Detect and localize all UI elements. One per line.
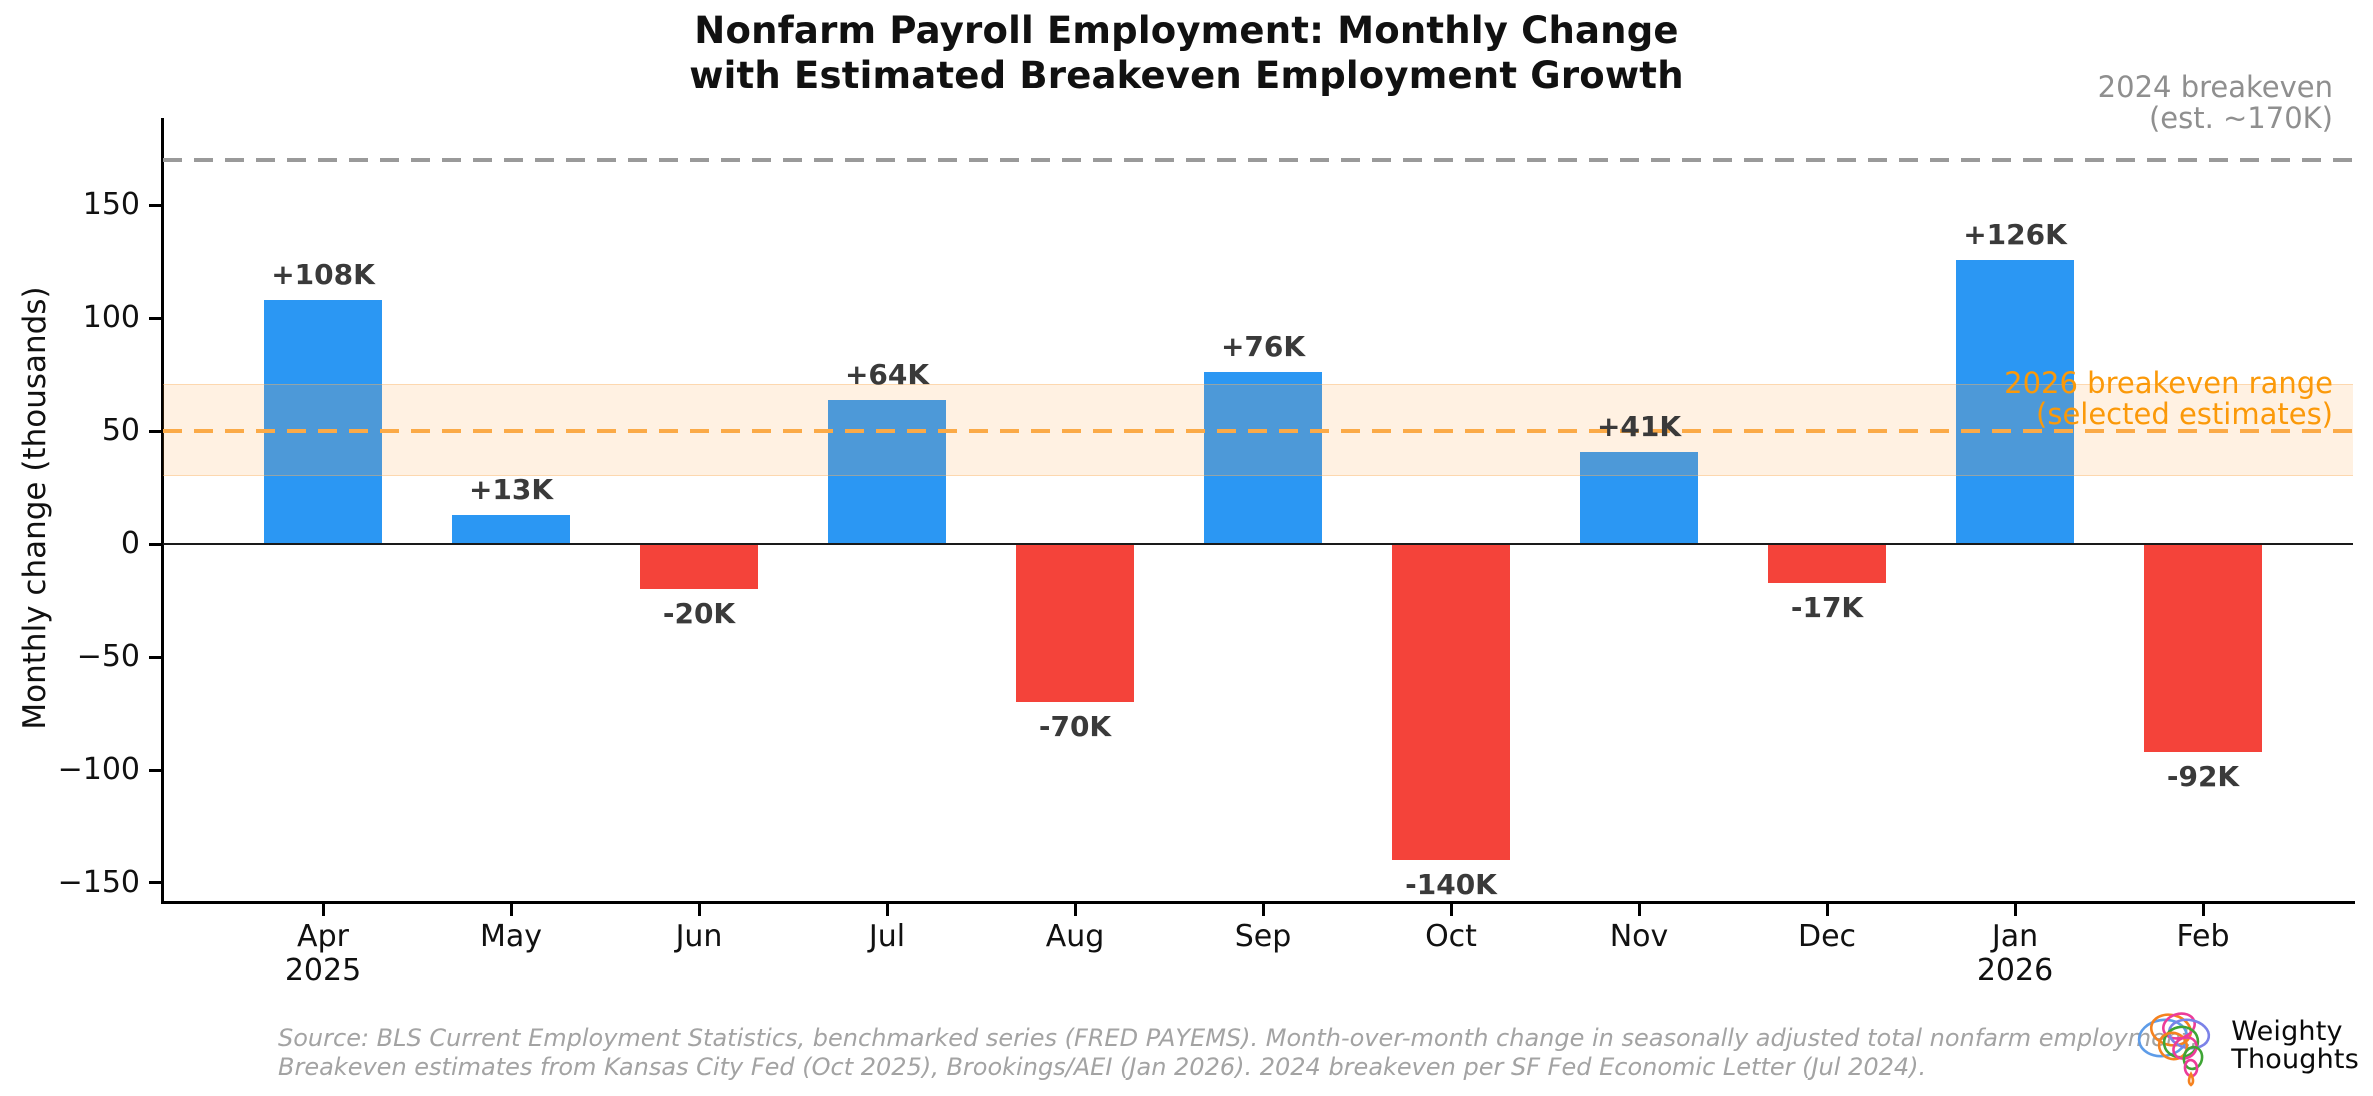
y-tick-label: −100 xyxy=(57,752,140,787)
bar-may xyxy=(452,514,570,545)
chart-title: Nonfarm Payroll Employment: Monthly Chan… xyxy=(0,8,2373,98)
y-tick-label: 150 xyxy=(82,187,140,223)
x-tick-label: Jun xyxy=(675,919,723,954)
x-tick-mark xyxy=(509,903,513,916)
x-tick-label: Feb xyxy=(2176,919,2230,954)
x-tick-mark xyxy=(1261,903,1265,916)
bar-nov xyxy=(1580,451,1698,545)
source-note: Source: BLS Current Employment Statistic… xyxy=(278,1024,2198,1082)
source-note-line2: Breakeven estimates from Kansas City Fed… xyxy=(278,1053,1927,1081)
scribble-brain-icon xyxy=(2138,1012,2211,1087)
annotation-2026-breakeven-range: 2026 breakeven range (selected estimates… xyxy=(2004,368,2333,430)
x-tick-mark xyxy=(885,903,889,916)
y-tick-label: −50 xyxy=(76,639,140,675)
x-tick-label: Dec xyxy=(1797,919,1857,954)
annotation-2024-line1: 2024 breakeven xyxy=(2097,70,2333,104)
x-tick-label: Sep xyxy=(1234,919,1292,954)
chart-title-line1: Nonfarm Payroll Employment: Monthly Chan… xyxy=(694,9,1679,52)
source-note-line1: Source: BLS Current Employment Statistic… xyxy=(278,1024,2199,1052)
bar-value-label: -20K xyxy=(662,597,736,631)
bar-oct xyxy=(1392,544,1510,861)
x-tick-mark xyxy=(1825,903,1829,916)
x-tick-label: Oct xyxy=(1425,919,1477,954)
bar-jun xyxy=(640,544,758,590)
y-tick-label: −150 xyxy=(57,864,140,900)
y-tick-label: 50 xyxy=(101,413,140,449)
bar-dec xyxy=(1768,544,1886,583)
bar-value-label: -140K xyxy=(1405,868,1497,902)
bar-jul xyxy=(828,399,946,545)
x-axis-spine xyxy=(161,901,2355,904)
x-tick-label: Jan xyxy=(1991,919,2039,954)
logo-text-line1: Weighty xyxy=(2231,1016,2343,1047)
x-tick-mark xyxy=(697,903,701,916)
y-tick-label: 100 xyxy=(82,300,140,336)
x-tick-mark xyxy=(1637,903,1641,916)
bar-value-label: +76K xyxy=(1220,330,1306,364)
annotation-2026-line1: 2026 breakeven range xyxy=(2004,366,2333,400)
logo-text: Weighty Thoughts xyxy=(2231,1018,2359,1074)
zero-line xyxy=(163,543,2353,546)
bar-jan xyxy=(1956,259,2074,545)
bar-apr xyxy=(264,300,382,545)
bar-value-label: +64K xyxy=(844,357,930,391)
x-tick-label: May xyxy=(479,919,543,954)
bar-value-label: +108K xyxy=(271,258,375,292)
y-tick-mark xyxy=(149,768,163,772)
bar-value-label: -92K xyxy=(2166,759,2240,793)
logo-text-line2: Thoughts xyxy=(2231,1044,2359,1075)
x-tick-mark xyxy=(1073,903,1077,916)
x-tick-mark xyxy=(2013,903,2017,916)
x-tick-mark xyxy=(2201,903,2205,916)
y-tick-mark xyxy=(149,655,163,659)
y-tick-mark xyxy=(149,881,163,885)
annotation-2026-line2: (selected estimates) xyxy=(2036,397,2333,431)
bar-feb xyxy=(2144,544,2262,752)
bar-value-label: +13K xyxy=(468,472,554,506)
annotation-2024-line2: (est. ~170K) xyxy=(2148,101,2333,135)
bar-value-label: +41K xyxy=(1596,409,1682,443)
breakeven-2024-line xyxy=(163,158,2353,163)
bar-value-label: -17K xyxy=(1790,590,1864,624)
y-axis-spine xyxy=(161,118,164,904)
x-tick-label: Jul xyxy=(868,919,906,954)
y-tick-label: 0 xyxy=(120,526,140,562)
bar-sep xyxy=(1204,372,1322,545)
x-tick-mark xyxy=(321,903,325,916)
x-tick-year-label: 2026 xyxy=(1976,953,2054,988)
y-tick-mark xyxy=(149,316,163,320)
x-tick-mark xyxy=(1449,903,1453,916)
x-tick-label: Apr xyxy=(297,919,349,954)
x-tick-year-label: 2025 xyxy=(284,953,362,988)
annotation-2024-breakeven: 2024 breakeven (est. ~170K) xyxy=(2098,72,2333,134)
y-tick-mark xyxy=(149,203,163,207)
x-tick-label: Aug xyxy=(1045,919,1105,954)
chart-title-line2: with Estimated Breakeven Employment Grow… xyxy=(689,54,1684,97)
breakeven-2026-line xyxy=(163,429,2353,434)
bar-value-label: +126K xyxy=(1963,217,2067,251)
bar-value-label: -70K xyxy=(1038,710,1112,744)
weighty-thoughts-logo: Weighty Thoughts xyxy=(2133,1004,2359,1088)
y-tick-mark xyxy=(149,429,163,433)
y-tick-mark xyxy=(149,542,163,546)
bar-aug xyxy=(1016,544,1134,703)
x-tick-label: Nov xyxy=(1609,919,1669,954)
